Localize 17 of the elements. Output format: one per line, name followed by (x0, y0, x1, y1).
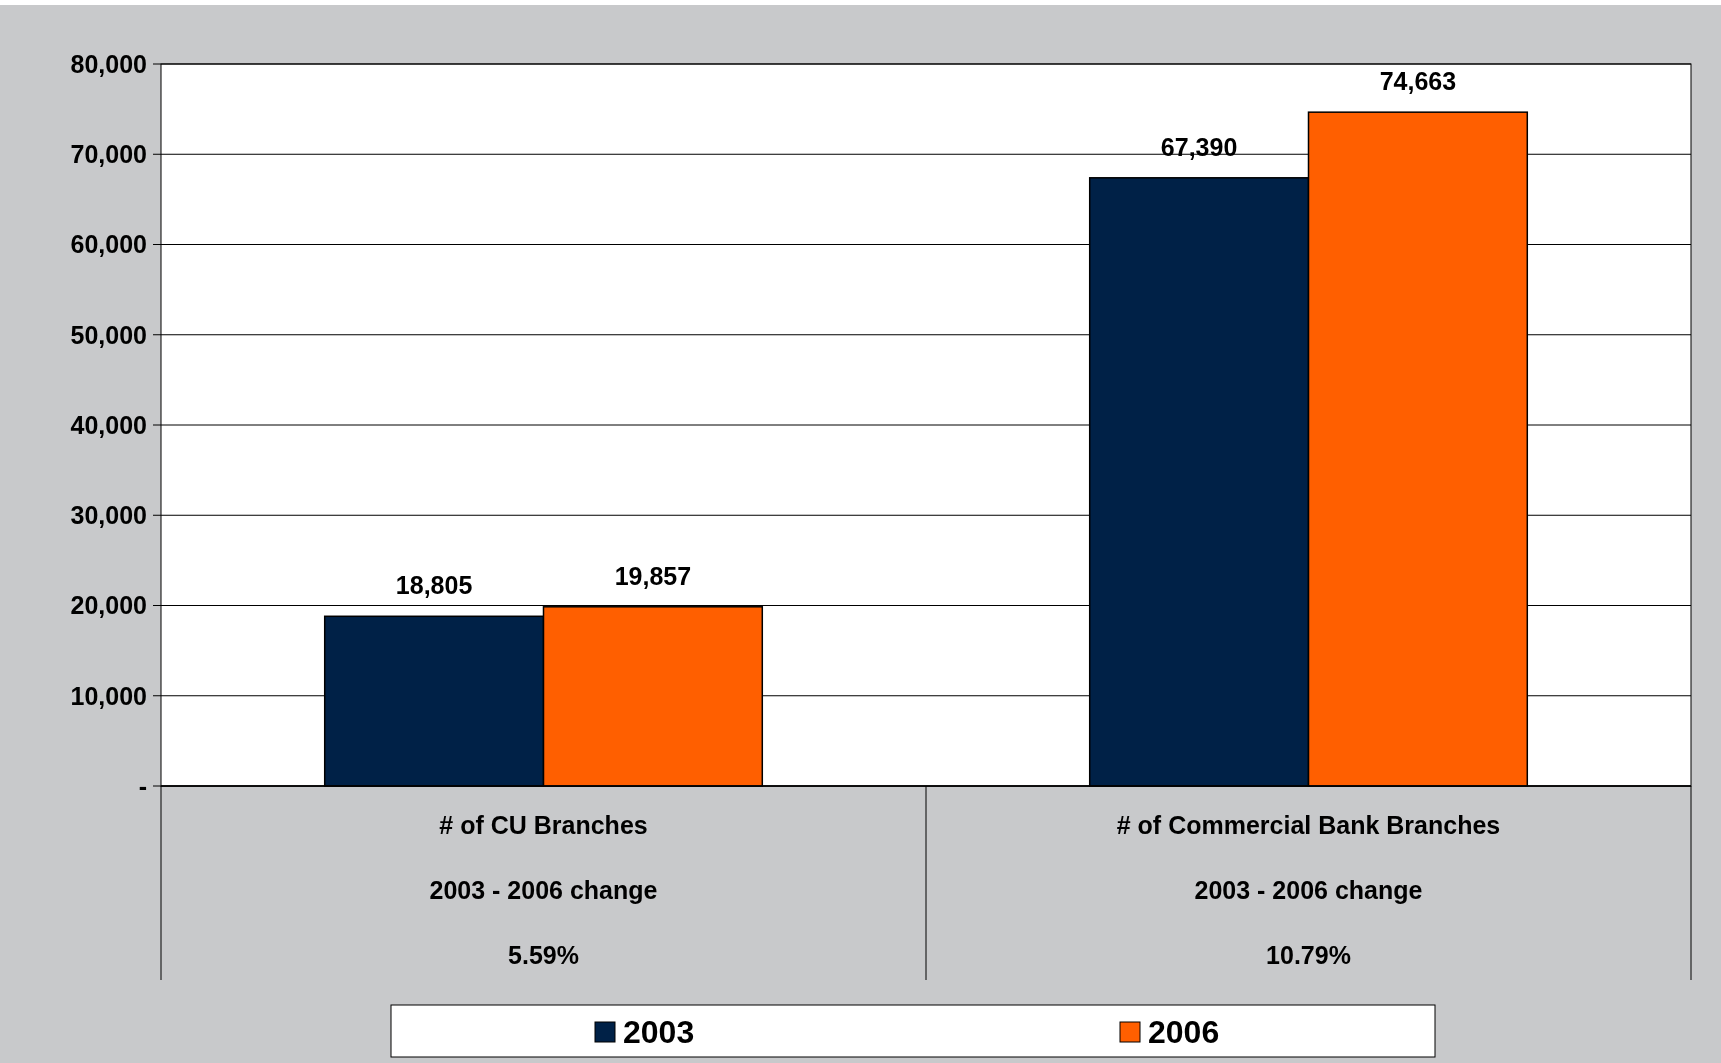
y-tick-label: 60,000 (70, 230, 147, 259)
y-tick-label: - (138, 771, 147, 800)
y-tick-label: 10,000 (70, 681, 147, 710)
y-tick-label: 20,000 (70, 591, 147, 620)
y-tick-label: 50,000 (70, 320, 147, 349)
text: 74,663 (1379, 67, 1457, 96)
legend-label: 2003 (623, 1014, 695, 1051)
y-tick-label: 30,000 (70, 501, 147, 529)
legend-label: 2006 (1148, 1014, 1220, 1051)
y-tick-label: 80,000 (70, 49, 147, 78)
text: 18,805 (395, 571, 473, 600)
category-label: # of CU Branches 2003 - 2006 change 5.59% (429, 811, 658, 969)
y-tick-label: 40,000 (70, 410, 147, 439)
category-label: # of Commercial Bank Branches 2003 - 2006 change 10.79% (1116, 811, 1501, 969)
y-tick-label: 70,000 (70, 140, 147, 168)
text: 67,390 (1160, 132, 1238, 161)
text: 19,857 (614, 561, 692, 590)
